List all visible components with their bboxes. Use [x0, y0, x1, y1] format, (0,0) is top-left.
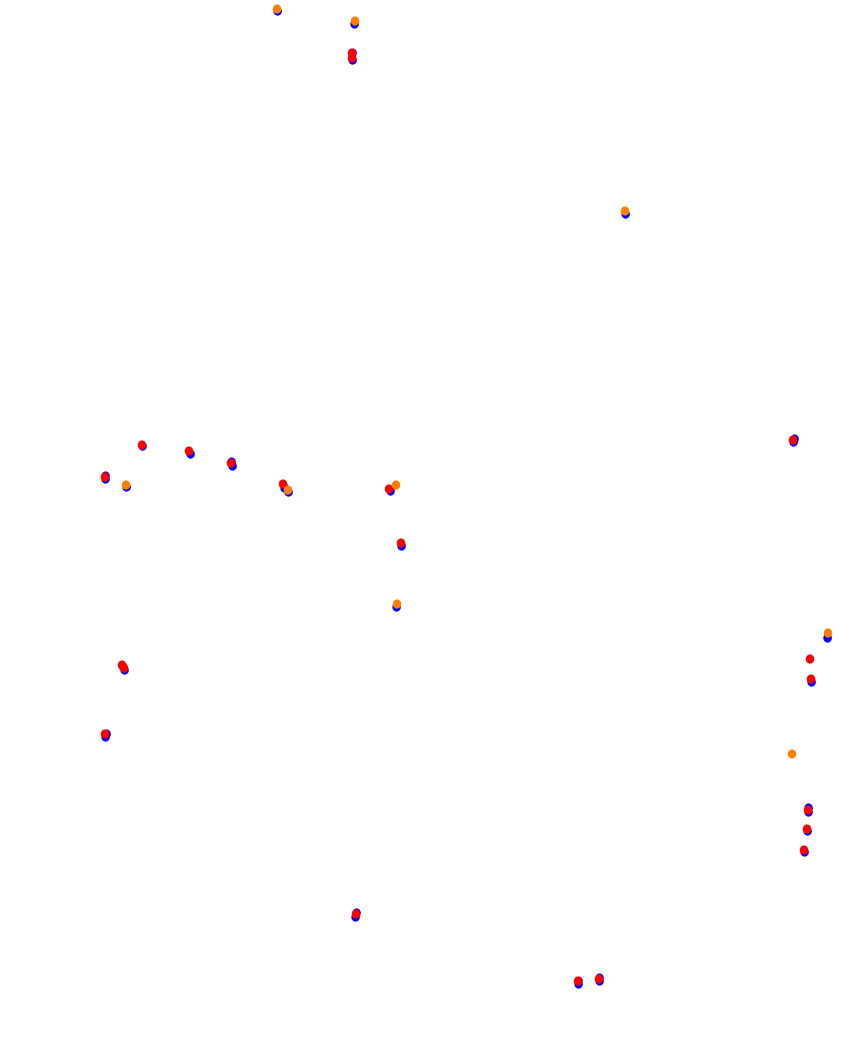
data-point-2-5 [391, 480, 401, 490]
data-point-1-5 [278, 479, 288, 489]
data-point-2-8 [787, 749, 797, 759]
data-point-1-13 [573, 976, 583, 986]
data-point-1-10 [119, 663, 129, 673]
series-2 [121, 4, 833, 759]
data-point-1-19 [805, 654, 815, 664]
data-point-1-18 [799, 845, 809, 855]
data-point-1-12 [351, 909, 361, 919]
data-point-1-7 [396, 538, 406, 548]
series-0 [101, 6, 832, 989]
data-point-1-14 [594, 974, 604, 984]
data-point-2-6 [392, 599, 402, 609]
data-point-1-4 [226, 458, 236, 468]
data-point-1-3 [184, 446, 194, 456]
data-point-2-1 [350, 16, 360, 26]
data-point-2-3 [121, 480, 131, 490]
data-point-1-11 [100, 729, 110, 739]
data-point-1-17 [802, 824, 812, 834]
data-point-1-2 [137, 440, 147, 450]
data-point-2-4 [283, 485, 293, 495]
data-point-2-0 [272, 4, 282, 14]
data-point-1-16 [803, 805, 813, 815]
data-point-1-1 [347, 53, 357, 63]
data-point-1-15 [788, 435, 798, 445]
data-point-2-7 [823, 628, 833, 638]
data-point-1-6 [384, 484, 394, 494]
data-point-1-8 [100, 472, 110, 482]
series-1 [100, 48, 816, 986]
data-point-1-20 [806, 674, 816, 684]
data-point-2-2 [620, 206, 630, 216]
